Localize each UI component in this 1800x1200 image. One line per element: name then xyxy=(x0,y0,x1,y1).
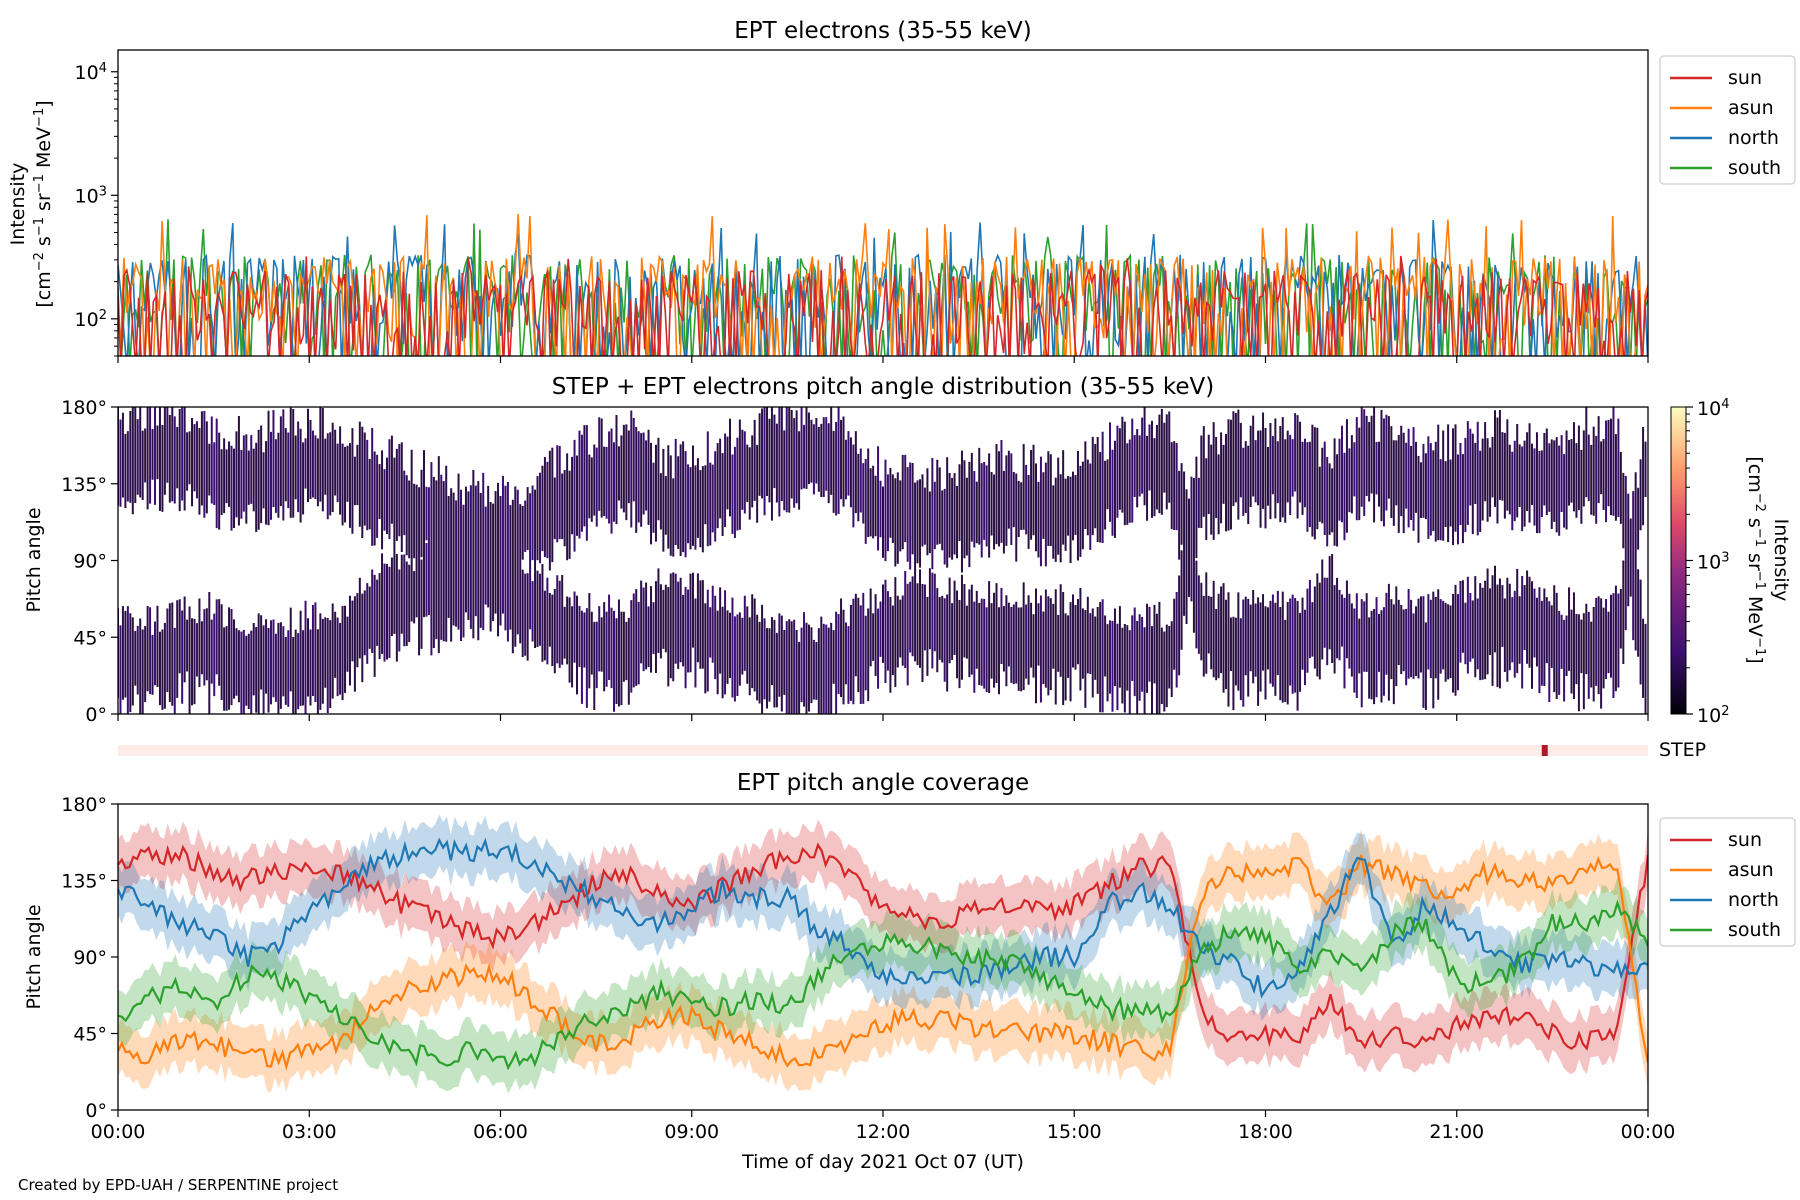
ytick-label-0: 0° xyxy=(85,704,107,726)
ytick-label-1: 45° xyxy=(73,1024,107,1046)
series-band-north xyxy=(118,814,1648,1022)
colorbar-tick-label-0: 102 xyxy=(1697,704,1729,728)
xtick-label-7: 21:00 xyxy=(1429,1121,1484,1143)
ytick-label-2: 104 xyxy=(75,60,107,84)
step-coverage-bar xyxy=(118,745,1648,756)
series-line-asun xyxy=(118,213,1648,356)
ytick-label-3: 135° xyxy=(61,474,107,496)
series-band-sun xyxy=(118,819,1648,1075)
colorbar-label-units: [cm−2 s−1 sr−1 MeV−1] xyxy=(1744,456,1768,663)
panel3-plot-area xyxy=(118,814,1648,1094)
ytick-label-2: 90° xyxy=(73,947,107,969)
credit-footer: Created by EPD-UAH / SERPENTINE project xyxy=(18,1176,339,1194)
colorbar-tick-label-2: 104 xyxy=(1697,397,1729,421)
xtick-label-2: 06:00 xyxy=(473,1121,528,1143)
panel3-axes: 0° 45° 90° 135° 180° 00:00 03:00 06:00 09:00 12:0… xyxy=(61,794,1675,1143)
panel3-title: EPT pitch angle coverage xyxy=(737,770,1029,796)
panel3-ylabel: Pitch angle xyxy=(23,904,45,1009)
ytick-label-0: 0° xyxy=(85,1100,107,1122)
legend-label-south: south xyxy=(1728,919,1781,941)
xtick-label-8: 00:00 xyxy=(1621,1121,1676,1143)
step-label: STEP xyxy=(1659,739,1706,761)
panel2-title: STEP + EPT electrons pitch angle distrib… xyxy=(552,374,1214,400)
ytick-label-1: 103 xyxy=(75,184,107,208)
step-coverage-mark xyxy=(1541,745,1548,756)
series-line-north xyxy=(118,837,1648,999)
panel1-ylabel-units: [cm−2 s−1 sr−1 MeV−1] xyxy=(32,100,56,307)
panel1-plot-area xyxy=(118,213,1648,356)
colorbar-tick-label-1: 103 xyxy=(1697,550,1729,574)
panel3-legend: sun asun north south xyxy=(1659,817,1796,947)
panel2-heatmap xyxy=(118,407,1647,714)
legend-label-sun: sun xyxy=(1728,829,1762,851)
legend-label-north: north xyxy=(1728,889,1779,911)
colorbar-label: Intensity xyxy=(1770,519,1792,602)
series-line-asun xyxy=(118,854,1648,1071)
colorbar xyxy=(1670,406,1687,715)
panel1-title: EPT electrons (35-55 keV) xyxy=(734,18,1031,44)
ytick-label-0: 102 xyxy=(75,307,107,331)
ytick-label-2: 90° xyxy=(73,551,107,573)
legend-box xyxy=(1659,817,1796,947)
xtick-label-4: 12:00 xyxy=(856,1121,911,1143)
colorbar-axes: 102 103 104 xyxy=(1686,397,1729,728)
xtick-label-5: 15:00 xyxy=(1047,1121,1102,1143)
panel2-axes: 0° 45° 90° 135° 180° xyxy=(61,397,1649,726)
ytick-label-4: 180° xyxy=(61,794,107,816)
series-band-south xyxy=(118,877,1648,1094)
xtick-label-0: 00:00 xyxy=(91,1121,146,1143)
xtick-label-3: 09:00 xyxy=(664,1121,719,1143)
legend-label-asun: asun xyxy=(1728,97,1774,119)
ytick-label-1: 45° xyxy=(73,627,107,649)
legend-label-sun: sun xyxy=(1728,67,1762,89)
legend-label-asun: asun xyxy=(1728,859,1774,881)
panel1-legend: sun asun north south xyxy=(1659,55,1796,185)
ytick-label-3: 135° xyxy=(61,871,107,893)
series-line-sun xyxy=(118,255,1648,356)
series-line-north xyxy=(118,220,1648,356)
legend-box xyxy=(1659,55,1796,185)
xtick-label-1: 03:00 xyxy=(282,1121,337,1143)
legend-label-south: south xyxy=(1728,157,1781,179)
panel3-xlabel: Time of day 2021 Oct 07 (UT) xyxy=(741,1151,1024,1173)
panel1-ylabel: Intensity xyxy=(7,163,29,246)
series-line-sun xyxy=(118,842,1648,1051)
xtick-label-6: 18:00 xyxy=(1238,1121,1293,1143)
panel1-axes: 102 103 104 xyxy=(75,60,1649,363)
panel2-ylabel: Pitch angle xyxy=(23,507,45,612)
ytick-label-4: 180° xyxy=(61,397,107,419)
series-line-south xyxy=(118,899,1648,1071)
legend-label-north: north xyxy=(1728,127,1779,149)
